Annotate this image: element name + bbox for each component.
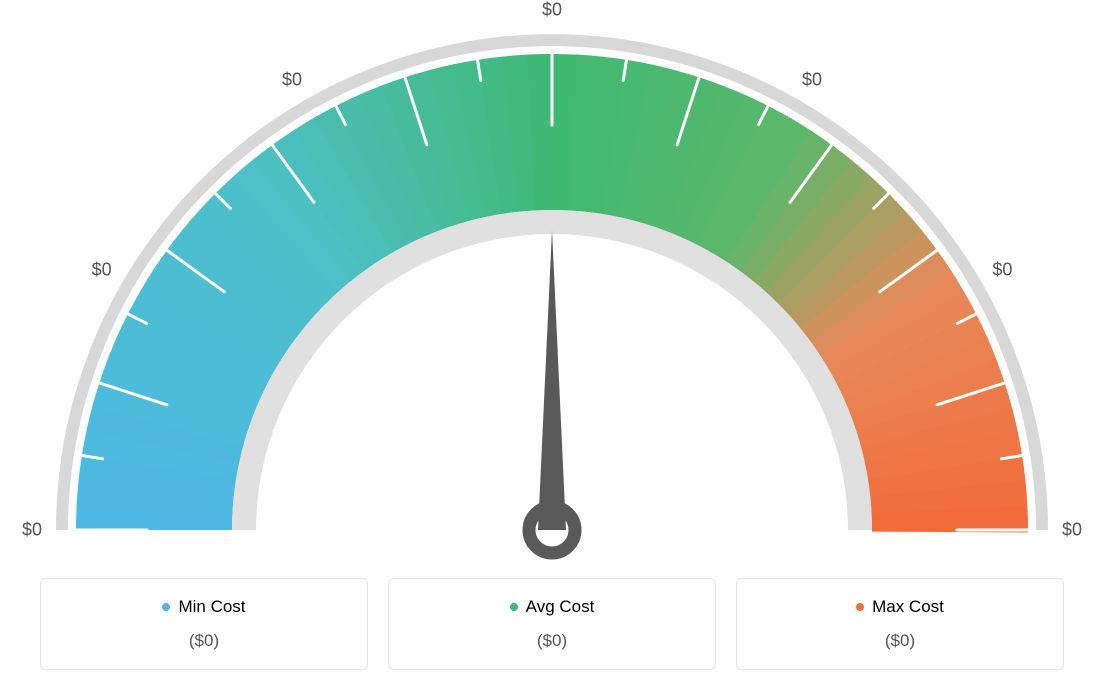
legend-card-avg: Avg Cost ($0) <box>388 578 716 670</box>
legend-label-max: Max Cost <box>872 597 944 617</box>
legend-title-avg: Avg Cost <box>510 597 595 617</box>
legend-row: Min Cost ($0) Avg Cost ($0) Max Cost ($0… <box>40 578 1064 670</box>
legend-title-min: Min Cost <box>162 597 245 617</box>
gauge-tick-label: $0 <box>802 69 822 90</box>
legend-card-max: Max Cost ($0) <box>736 578 1064 670</box>
gauge-tick-label: $0 <box>1062 520 1082 541</box>
legend-dot-min <box>162 603 170 611</box>
legend-dot-avg <box>510 603 518 611</box>
legend-card-min: Min Cost ($0) <box>40 578 368 670</box>
legend-label-min: Min Cost <box>178 597 245 617</box>
gauge-area: $0$0$0$0$0$0$0 <box>0 10 1104 555</box>
gauge-tick-label: $0 <box>92 260 112 281</box>
legend-value-max: ($0) <box>747 631 1053 651</box>
legend-value-min: ($0) <box>51 631 357 651</box>
legend-dot-max <box>856 603 864 611</box>
legend-value-avg: ($0) <box>399 631 705 651</box>
gauge-tick-label: $0 <box>542 0 562 21</box>
gauge-tick-label: $0 <box>282 69 302 90</box>
gauge-svg <box>0 10 1104 570</box>
cost-gauge-chart: $0 $0 $0 $0 $0 $0 $0 Min Cost ($0) Avg Cost ($… <box>0 0 1104 690</box>
legend-label-avg: Avg Cost <box>526 597 595 617</box>
gauge-tick-label: $0 <box>22 520 42 541</box>
gauge-tick-label: $0 <box>992 260 1012 281</box>
legend-title-max: Max Cost <box>856 597 944 617</box>
